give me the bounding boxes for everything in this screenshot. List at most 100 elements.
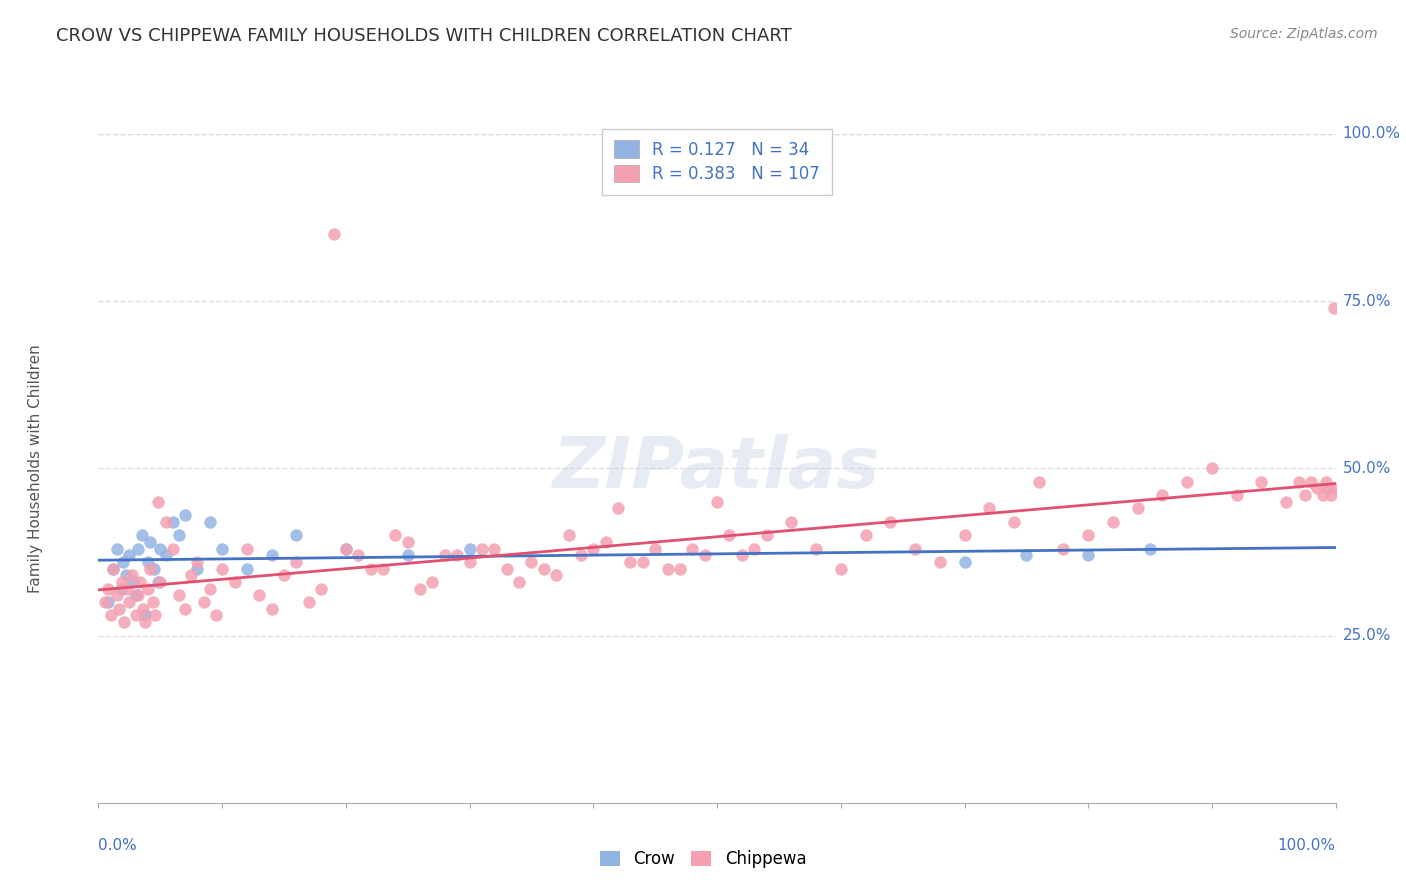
Point (1312, 488, 1334, 502)
Point (1288, 475, 1310, 489)
Point (124, 589, 146, 603)
Point (855, 528, 877, 542)
Point (174, 508, 197, 523)
Point (631, 555, 654, 569)
Point (322, 227, 344, 242)
Point (100, 608, 122, 623)
Point (309, 582, 332, 596)
Text: Source: ZipAtlas.com: Source: ZipAtlas.com (1230, 27, 1378, 41)
Point (155, 515, 177, 529)
Point (162, 541, 184, 556)
Point (298, 595, 321, 609)
Legend: Crow, Chippewa: Crow, Chippewa (593, 844, 813, 875)
Point (127, 541, 149, 556)
Point (904, 541, 927, 556)
Point (1201, 461, 1223, 475)
Point (105, 541, 128, 556)
Point (495, 562, 517, 576)
Point (142, 595, 165, 609)
Point (780, 515, 803, 529)
Point (657, 562, 679, 576)
Point (693, 548, 716, 563)
Point (198, 515, 221, 529)
Text: ZIPatlas: ZIPatlas (554, 434, 880, 503)
Point (247, 589, 270, 603)
Point (167, 589, 190, 603)
Point (260, 602, 283, 616)
Point (607, 501, 630, 516)
Text: 100.0%: 100.0% (1343, 127, 1400, 141)
Point (804, 541, 827, 556)
Point (143, 562, 166, 576)
Point (118, 548, 141, 563)
Point (146, 575, 169, 590)
Point (111, 575, 134, 590)
Point (1077, 548, 1099, 563)
Point (122, 575, 145, 590)
Point (1294, 488, 1316, 502)
Point (1315, 475, 1337, 489)
Point (186, 555, 208, 569)
Point (1102, 515, 1125, 529)
Point (979, 501, 1001, 516)
Point (830, 562, 852, 576)
Point (103, 562, 125, 576)
Point (1275, 494, 1298, 508)
Point (595, 535, 617, 549)
Point (384, 528, 406, 542)
Point (236, 541, 259, 556)
Point (569, 548, 592, 563)
Point (155, 548, 177, 563)
Point (1028, 475, 1050, 489)
Text: CROW VS CHIPPEWA FAMILY HOUSEHOLDS WITH CHILDREN CORRELATION CHART: CROW VS CHIPPEWA FAMILY HOUSEHOLDS WITH … (56, 27, 792, 45)
Point (108, 602, 131, 616)
Point (211, 541, 233, 556)
Point (285, 555, 308, 569)
Point (121, 568, 143, 582)
Point (211, 562, 233, 576)
Point (205, 608, 228, 623)
Point (131, 528, 153, 542)
Point (136, 555, 159, 569)
Point (139, 562, 162, 576)
Point (127, 589, 149, 603)
Text: 0.0%: 0.0% (98, 838, 138, 853)
Point (731, 548, 754, 563)
Point (1077, 528, 1099, 542)
Point (1152, 488, 1174, 502)
Point (879, 515, 901, 529)
Text: 50.0%: 50.0% (1343, 461, 1391, 475)
Point (1052, 541, 1074, 556)
Point (557, 528, 579, 542)
Point (97, 595, 120, 609)
Point (1322, 482, 1344, 496)
Point (180, 568, 202, 582)
Point (1175, 475, 1198, 489)
Point (681, 541, 703, 556)
Point (134, 615, 156, 630)
Point (110, 582, 132, 596)
Point (1126, 501, 1149, 516)
Point (335, 541, 357, 556)
Point (396, 548, 419, 563)
Point (114, 568, 136, 582)
Point (644, 541, 666, 556)
Point (1226, 488, 1249, 502)
Point (422, 575, 444, 590)
Point (396, 535, 419, 549)
Point (755, 528, 778, 542)
Point (260, 548, 283, 563)
Point (134, 608, 156, 623)
Legend: R = 0.127   N = 34, R = 0.383   N = 107: R = 0.127 N = 34, R = 0.383 N = 107 (602, 128, 832, 195)
Point (582, 541, 605, 556)
Point (273, 568, 295, 582)
Point (1015, 548, 1038, 563)
Point (508, 575, 530, 590)
Text: 100.0%: 100.0% (1278, 838, 1336, 853)
Point (146, 494, 169, 508)
Point (360, 562, 382, 576)
Point (546, 568, 568, 582)
Point (533, 562, 555, 576)
Point (484, 541, 506, 556)
Text: 75.0%: 75.0% (1343, 293, 1391, 309)
